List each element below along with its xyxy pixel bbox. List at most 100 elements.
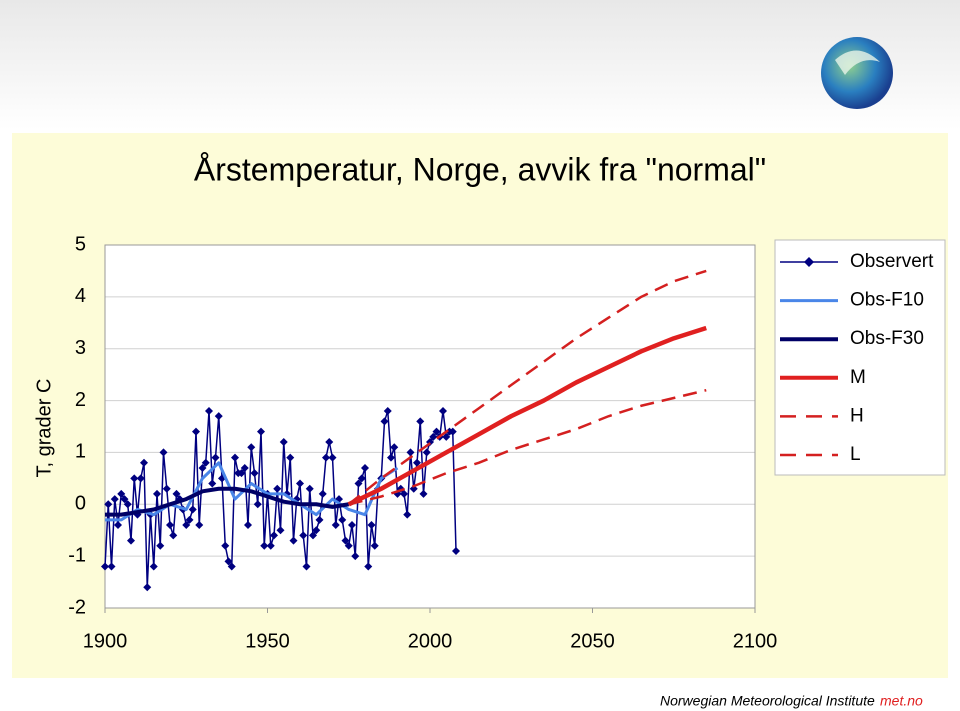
- data-point: [110, 495, 119, 504]
- data-point: [273, 484, 282, 493]
- logo: [821, 37, 893, 109]
- data-point: [159, 448, 168, 457]
- data-point: [198, 463, 207, 472]
- data-point: [322, 453, 330, 462]
- data-point: [127, 536, 135, 545]
- data-point: [169, 531, 178, 540]
- data-point: [442, 432, 451, 441]
- data-point: [344, 541, 353, 550]
- data-point: [452, 546, 460, 555]
- legend-label: Obs-F30: [850, 328, 924, 349]
- y-tick-label: 5: [75, 233, 86, 255]
- data-point: [331, 521, 340, 530]
- data-point: [107, 562, 116, 571]
- data-point: [244, 521, 252, 530]
- data-point: [370, 541, 379, 550]
- x-tick-label: 2050: [570, 630, 615, 652]
- data-point: [403, 510, 412, 519]
- data-point: [361, 463, 369, 472]
- data-point: [214, 412, 223, 421]
- data-point: [201, 458, 210, 467]
- legend-label: M: [850, 367, 866, 388]
- data-point: [166, 521, 174, 530]
- data-point: [448, 427, 457, 436]
- data-point: [270, 531, 278, 540]
- legend-label: Obs-F10: [850, 290, 924, 311]
- series-line: [347, 269, 707, 506]
- data-point: [419, 489, 428, 498]
- data-point: [182, 521, 191, 530]
- data-point: [413, 458, 421, 467]
- data-point: [338, 515, 347, 524]
- plot-area: [105, 245, 755, 608]
- data-point: [357, 474, 366, 483]
- data-point: [153, 489, 161, 498]
- data-point: [380, 417, 389, 426]
- data-point: [237, 469, 246, 478]
- data-point: [192, 427, 200, 436]
- y-tick-label: 0: [75, 493, 86, 515]
- data-point: [221, 541, 230, 550]
- data-point: [211, 453, 220, 462]
- data-point: [117, 489, 126, 498]
- data-point: [240, 463, 249, 472]
- data-point: [387, 453, 395, 462]
- series-line: [347, 325, 707, 507]
- data-point: [136, 474, 145, 483]
- x-tick-label: 1950: [245, 630, 290, 652]
- data-point: [224, 557, 233, 566]
- data-point: [156, 541, 165, 550]
- data-point: [296, 479, 304, 488]
- series-line: [105, 486, 350, 517]
- data-point: [114, 521, 122, 530]
- x-tick-label: 2000: [408, 630, 453, 652]
- footer-site: met.no: [880, 693, 923, 709]
- legend-marker: [804, 257, 814, 267]
- footer-institute: Norwegian Meteorological Institute: [660, 693, 875, 709]
- data-point: [208, 479, 217, 488]
- data-point: [367, 521, 376, 530]
- data-point: [172, 489, 181, 498]
- series-line: [105, 461, 399, 522]
- data-point: [409, 484, 418, 493]
- data-point: [140, 458, 148, 467]
- chart-title: Årstemperatur, Norge, avvik fra "normal": [194, 151, 766, 187]
- data-point: [231, 453, 239, 462]
- header-band: [0, 0, 960, 130]
- data-point: [364, 562, 373, 571]
- data-point: [341, 536, 350, 545]
- x-tick-label: 2100: [733, 630, 778, 652]
- data-point: [250, 469, 259, 478]
- data-point: [130, 474, 139, 483]
- data-point: [351, 552, 360, 561]
- data-point: [305, 484, 314, 493]
- data-point: [266, 541, 275, 550]
- legend-label: Observert: [850, 251, 934, 272]
- logo-swirl: [835, 50, 880, 75]
- data-point: [348, 521, 356, 530]
- y-tick-label: 1: [75, 441, 86, 463]
- data-point: [309, 531, 317, 540]
- legend-label: L: [850, 444, 861, 465]
- data-point: [162, 484, 171, 493]
- data-point: [104, 500, 113, 509]
- data-point: [227, 562, 236, 571]
- data-point: [149, 562, 158, 571]
- y-tick-label: -2: [68, 596, 86, 618]
- data-point: [318, 489, 327, 498]
- data-point: [328, 453, 337, 462]
- data-point: [315, 515, 324, 524]
- data-point: [247, 443, 256, 452]
- data-point: [354, 479, 363, 488]
- data-point: [120, 495, 129, 504]
- data-point: [253, 500, 262, 509]
- data-point: [143, 583, 152, 592]
- series-line: [348, 388, 707, 506]
- data-point: [383, 406, 392, 415]
- data-point: [429, 432, 438, 441]
- data-point: [286, 453, 295, 462]
- data-point: [439, 406, 447, 415]
- data-point: [188, 505, 197, 514]
- data-point: [390, 443, 399, 452]
